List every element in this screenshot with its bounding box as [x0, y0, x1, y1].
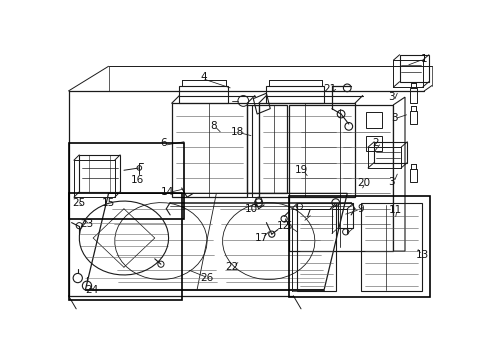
Text: 6: 6: [161, 138, 167, 148]
Bar: [289, 195, 429, 297]
Bar: [68, 143, 183, 219]
Text: 25: 25: [73, 198, 86, 208]
Text: 3: 3: [388, 177, 394, 187]
Text: 1: 1: [420, 54, 427, 64]
Text: 11: 11: [388, 205, 402, 215]
Text: 23: 23: [80, 219, 93, 229]
Text: 24: 24: [85, 285, 98, 294]
Text: 4: 4: [200, 72, 206, 82]
Text: 26: 26: [200, 273, 213, 283]
Text: 22: 22: [224, 261, 238, 271]
Text: 7: 7: [303, 209, 310, 219]
Text: 19: 19: [295, 165, 308, 175]
Text: 20: 20: [357, 177, 370, 188]
Text: 21: 21: [322, 84, 335, 94]
Text: 16: 16: [131, 175, 144, 185]
Text: 3: 3: [390, 113, 397, 123]
Text: 2: 2: [372, 138, 378, 148]
Text: 18: 18: [231, 127, 244, 137]
Text: 17: 17: [255, 233, 268, 243]
Text: 15: 15: [102, 198, 115, 208]
Text: 9: 9: [357, 204, 364, 214]
Text: 13: 13: [415, 250, 428, 260]
Bar: [68, 193, 182, 300]
Text: 10: 10: [244, 204, 257, 214]
Text: 5: 5: [285, 221, 291, 231]
Text: 14: 14: [160, 187, 173, 197]
Text: 12: 12: [276, 221, 289, 231]
Text: 3: 3: [388, 92, 394, 102]
Text: 8: 8: [210, 121, 217, 131]
